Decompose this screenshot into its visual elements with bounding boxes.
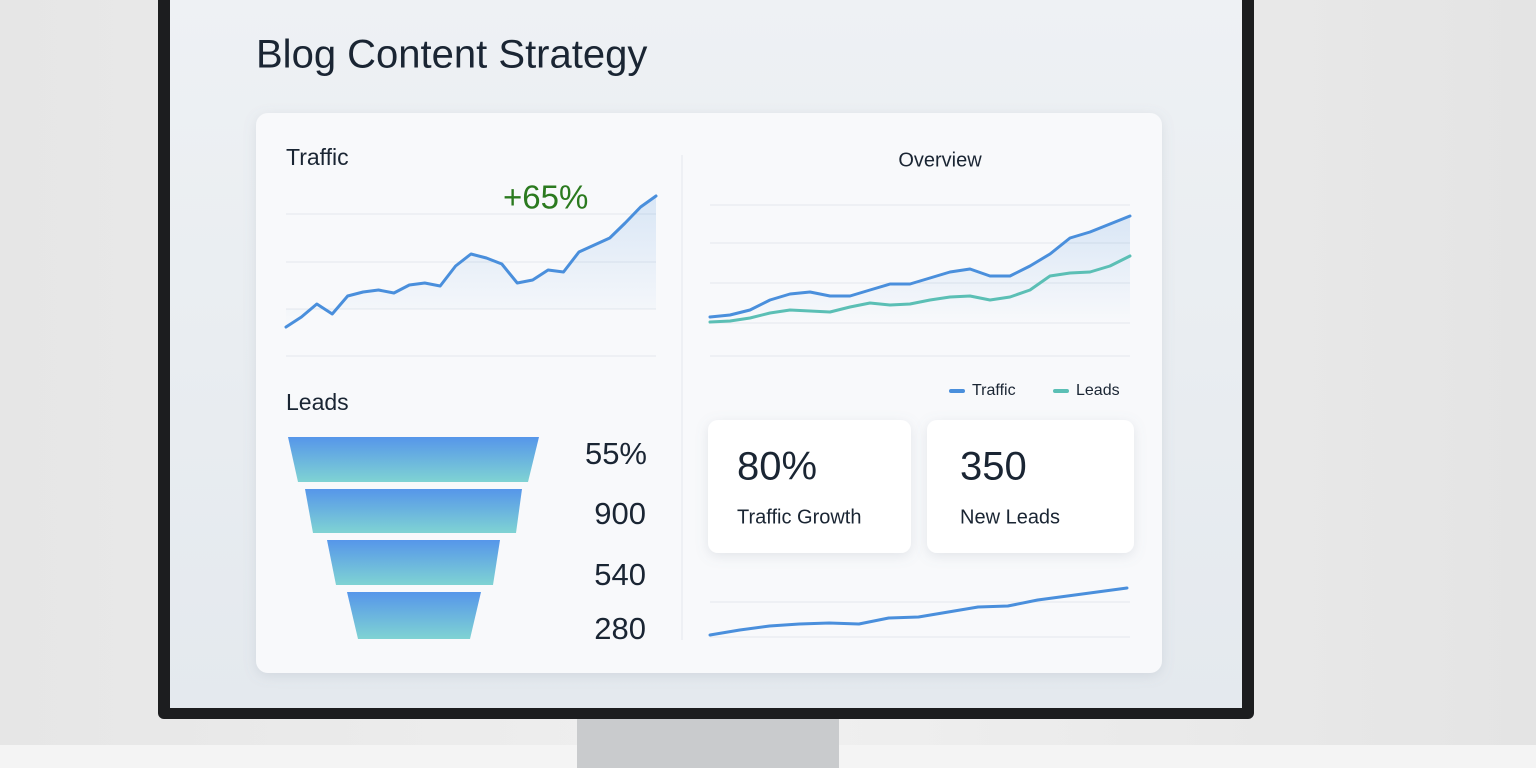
kpi-label: Traffic Growth <box>737 506 861 528</box>
kpi-label: New Leads <box>960 506 1060 528</box>
monitor-stand <box>577 716 839 768</box>
kpi-card <box>927 420 1134 553</box>
funnel-label: 900 <box>594 496 646 531</box>
funnel-label: 280 <box>594 611 646 646</box>
line <box>708 214 1132 319</box>
kpi-value: 350 <box>960 445 1027 489</box>
funnel-label: 540 <box>594 557 646 592</box>
dashboard-card <box>256 113 1162 673</box>
traffic-title: Traffic <box>286 144 349 170</box>
line <box>708 586 1129 637</box>
leads-title: Leads <box>286 389 349 415</box>
kpi-value: 80% <box>737 445 817 489</box>
funnel <box>288 437 539 639</box>
sparkline-grid <box>710 601 1130 638</box>
page-title: Blog Content Strategy <box>256 33 647 77</box>
legend-label: Leads <box>1076 382 1120 399</box>
funnel-stage <box>288 437 539 482</box>
overview-title: Overview <box>898 149 982 171</box>
traffic-change: +65% <box>503 179 588 216</box>
legend-label: Traffic <box>972 382 1016 399</box>
funnel-stage <box>327 540 500 585</box>
funnel-stage <box>347 592 481 639</box>
kpi-card <box>708 420 911 553</box>
funnel-stage <box>305 489 522 533</box>
funnel-label: 55% <box>585 436 647 471</box>
line <box>284 194 658 329</box>
line-area <box>286 196 656 327</box>
line-area <box>710 216 1130 323</box>
line <box>708 254 1132 324</box>
